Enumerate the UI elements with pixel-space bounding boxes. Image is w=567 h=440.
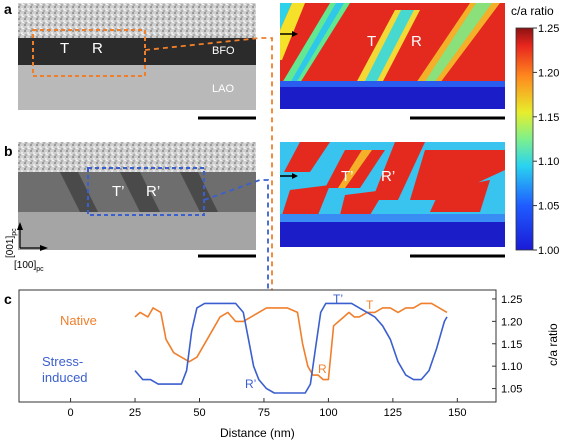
colorbar-tick-label: 1.10 — [538, 156, 559, 168]
legend-stress-line2: induced — [42, 370, 88, 385]
chart-ylabel: c/a ratio — [546, 323, 560, 366]
legend-stress-line1: Stress- — [42, 354, 83, 369]
y-tick-label: 1.10 — [501, 361, 522, 373]
legend-native: Native — [60, 313, 97, 328]
panel-label-c: c — [4, 291, 12, 307]
y-tick-label: 1.20 — [501, 316, 522, 328]
connector-orange — [144, 37, 273, 295]
colorbar-tick-label: 1.05 — [538, 201, 559, 213]
panel-b-map — [280, 142, 505, 258]
x-tick-label: 25 — [129, 407, 141, 419]
colorbar-tick-label: 1.00 — [538, 245, 559, 257]
svg-text:[001]pc: [001]pc — [5, 228, 18, 258]
axis-001-main: [001] — [5, 236, 16, 258]
annot-stress-t: T’ — [333, 292, 343, 306]
series-line-stress-induced — [134, 302, 448, 394]
axis-100-sub: pc — [36, 266, 44, 273]
colorbar-title: c/a ratio — [511, 4, 554, 18]
x-tick-label: 150 — [448, 407, 466, 419]
colorbar-tick-label: 1.15 — [538, 112, 559, 124]
chart-xlabel: Distance (nm) — [220, 426, 295, 440]
chart-ylabel-wrap: c/a ratio — [546, 323, 560, 366]
axis-001-sub: pc — [11, 228, 18, 236]
x-tick-label: 125 — [384, 407, 402, 419]
panel-label-a: a — [4, 1, 12, 17]
annot-native-r: R — [318, 362, 327, 376]
panel-label-b: b — [4, 143, 13, 159]
label-lao: LAO — [212, 83, 234, 95]
y-tick-label: 1.15 — [501, 339, 522, 351]
chart-frame — [18, 289, 497, 403]
colorbar-tick-label: 1.20 — [538, 67, 559, 79]
axis-100-main: [100] — [14, 260, 36, 271]
colorbar-tick-label: 1.25 — [538, 23, 559, 35]
panel-a-map — [280, 3, 505, 120]
axis-001: [001]pc — [5, 228, 18, 258]
tem-b-label-r: R’ — [146, 183, 160, 200]
panel-a-tem — [18, 3, 256, 120]
series-line-native — [134, 302, 448, 381]
map-b-label-t: T’ — [341, 168, 354, 185]
y-tick-label: 1.25 — [501, 294, 522, 306]
label-bfo: BFO — [212, 45, 235, 57]
map-b-label-r: R’ — [381, 168, 395, 185]
map-a-label-r: R — [411, 33, 422, 50]
dashed-box-stress — [87, 167, 205, 216]
x-tick-label: 0 — [68, 407, 74, 419]
tem-a-label-r: R — [92, 40, 103, 57]
tem-b-label-t: T’ — [112, 183, 125, 200]
panel-b-tem — [17, 142, 256, 258]
chart-marks: 0 25 50 75 100 125 150 1.25 1.20 1.15 1.10 1.05 — [68, 294, 523, 419]
x-tick-label: 100 — [319, 407, 337, 419]
annot-stress-r: R’ — [245, 377, 256, 391]
x-tick-label: 50 — [193, 407, 205, 419]
dashed-box-native — [32, 29, 146, 77]
axis-100: [100]pc — [14, 260, 44, 273]
tem-a-label-t: T — [60, 40, 69, 57]
annot-native-t: T — [366, 298, 374, 312]
y-tick-label: 1.05 — [501, 384, 522, 396]
colorbar — [515, 27, 534, 251]
connector-blue — [203, 179, 269, 295]
map-a-label-t: T — [367, 33, 376, 50]
colorbar-ticks: 1.25 1.20 1.15 1.10 1.05 1.00 — [533, 23, 559, 257]
x-tick-label: 75 — [258, 407, 270, 419]
